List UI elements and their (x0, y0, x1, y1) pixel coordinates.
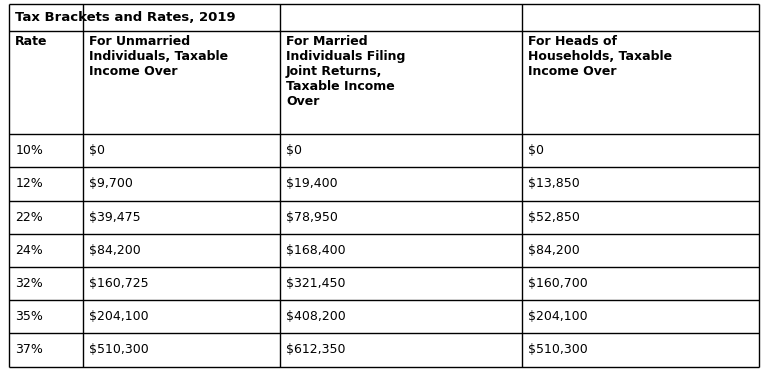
Text: $9,700: $9,700 (89, 177, 133, 190)
Text: $0: $0 (89, 144, 104, 157)
Text: 24%: 24% (15, 244, 43, 257)
Text: $510,300: $510,300 (89, 344, 148, 357)
Text: $408,200: $408,200 (286, 310, 346, 323)
Text: $78,950: $78,950 (286, 211, 338, 224)
Text: $321,450: $321,450 (286, 277, 346, 290)
Text: Tax Brackets and Rates, 2019: Tax Brackets and Rates, 2019 (15, 11, 236, 24)
Text: $612,350: $612,350 (286, 344, 346, 357)
Text: 22%: 22% (15, 211, 43, 224)
Text: $160,700: $160,700 (528, 277, 588, 290)
Text: $204,100: $204,100 (89, 310, 148, 323)
Text: $13,850: $13,850 (528, 177, 580, 190)
Text: $84,200: $84,200 (528, 244, 580, 257)
Text: $0: $0 (528, 144, 544, 157)
Text: For Heads of
Households, Taxable
Income Over: For Heads of Households, Taxable Income … (528, 35, 672, 78)
Text: For Married
Individuals Filing
Joint Returns,
Taxable Income
Over: For Married Individuals Filing Joint Ret… (286, 35, 406, 108)
Text: $204,100: $204,100 (528, 310, 588, 323)
Text: $168,400: $168,400 (286, 244, 346, 257)
Text: $84,200: $84,200 (89, 244, 141, 257)
Text: $52,850: $52,850 (528, 211, 580, 224)
Text: For Unmarried
Individuals, Taxable
Income Over: For Unmarried Individuals, Taxable Incom… (89, 35, 228, 78)
Text: 12%: 12% (15, 177, 43, 190)
Text: $39,475: $39,475 (89, 211, 141, 224)
Text: 32%: 32% (15, 277, 43, 290)
Text: 37%: 37% (15, 344, 43, 357)
Text: $0: $0 (286, 144, 302, 157)
Text: $19,400: $19,400 (286, 177, 338, 190)
Text: $160,725: $160,725 (89, 277, 148, 290)
Text: 10%: 10% (15, 144, 43, 157)
Text: $510,300: $510,300 (528, 344, 588, 357)
Text: Rate: Rate (15, 35, 48, 47)
Text: 35%: 35% (15, 310, 43, 323)
